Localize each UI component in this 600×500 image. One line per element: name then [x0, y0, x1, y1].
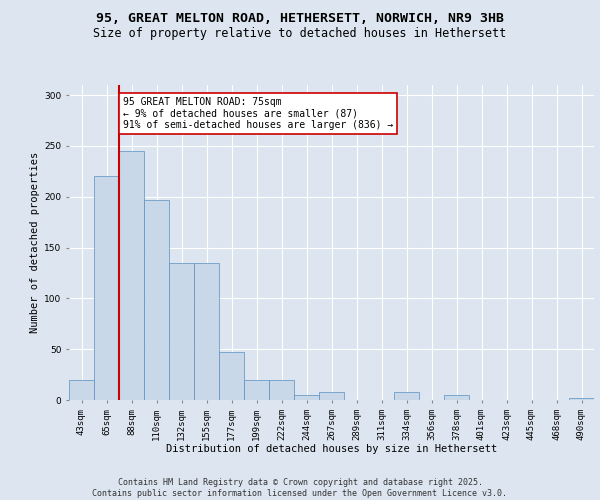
Bar	[219, 352, 244, 400]
Text: 95, GREAT MELTON ROAD, HETHERSETT, NORWICH, NR9 3HB: 95, GREAT MELTON ROAD, HETHERSETT, NORWI…	[96, 12, 504, 26]
Bar	[94, 176, 119, 400]
Bar	[169, 263, 194, 400]
Bar	[319, 392, 344, 400]
Bar	[294, 395, 319, 400]
Bar	[269, 380, 294, 400]
Text: Size of property relative to detached houses in Hethersett: Size of property relative to detached ho…	[94, 28, 506, 40]
Bar	[69, 380, 94, 400]
Bar	[394, 392, 419, 400]
Bar	[569, 398, 594, 400]
Bar	[194, 263, 219, 400]
Bar	[119, 151, 144, 400]
Text: 95 GREAT MELTON ROAD: 75sqm
← 9% of detached houses are smaller (87)
91% of semi: 95 GREAT MELTON ROAD: 75sqm ← 9% of deta…	[123, 97, 393, 130]
Y-axis label: Number of detached properties: Number of detached properties	[30, 152, 40, 333]
Text: Contains HM Land Registry data © Crown copyright and database right 2025.
Contai: Contains HM Land Registry data © Crown c…	[92, 478, 508, 498]
Bar	[444, 395, 469, 400]
Bar	[244, 380, 269, 400]
Bar	[144, 200, 169, 400]
X-axis label: Distribution of detached houses by size in Hethersett: Distribution of detached houses by size …	[166, 444, 497, 454]
